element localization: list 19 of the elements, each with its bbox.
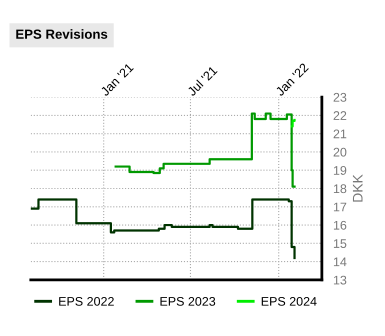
x-tick-label: Jan '21 <box>100 62 134 97</box>
y-tick-label: 16 <box>334 220 346 230</box>
y-tick-label: 14 <box>334 258 347 266</box>
legend-label: EPS 2024 <box>262 296 317 306</box>
y-tick-label: 19 <box>334 166 346 175</box>
x-tick-label: Jul '21 <box>186 65 218 97</box>
y-tick-label: 20 <box>334 148 346 157</box>
legend-label: EPS 2022 <box>59 296 114 306</box>
y-tick-label: 21 <box>334 129 346 138</box>
y-tick-label: 15 <box>334 239 346 248</box>
y-tick-label: 23 <box>334 92 346 102</box>
y-tick-label: 22 <box>334 111 346 120</box>
y-tick-label: 18 <box>334 184 346 194</box>
legend-label: EPS 2023 <box>160 296 216 306</box>
y-axis-title: DKK <box>352 174 362 202</box>
y-tick-label: 17 <box>334 202 346 212</box>
y-tick-label: 13 <box>334 276 346 285</box>
chart-title: EPS Revisions <box>16 29 108 39</box>
x-tick-label: Jan '22 <box>274 62 309 97</box>
